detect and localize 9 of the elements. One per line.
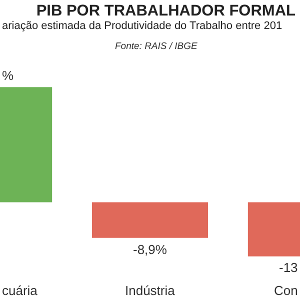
x-tick-label: Indústria [125,283,176,298]
chart-subtitle: ariação estimada da Produtividade do Trabalho entre 201 [2,20,282,32]
data-label: % [2,68,14,83]
source-note: Fonte: RAIS / IBGE [115,41,198,52]
chart-title: PIB POR TRABALHADOR FORMAL [36,2,296,20]
data-label: -8,9% [133,242,168,257]
data-label: -13 [279,260,298,275]
x-tick-label: cuária [2,283,38,298]
x-tick-label: Con [274,283,298,298]
